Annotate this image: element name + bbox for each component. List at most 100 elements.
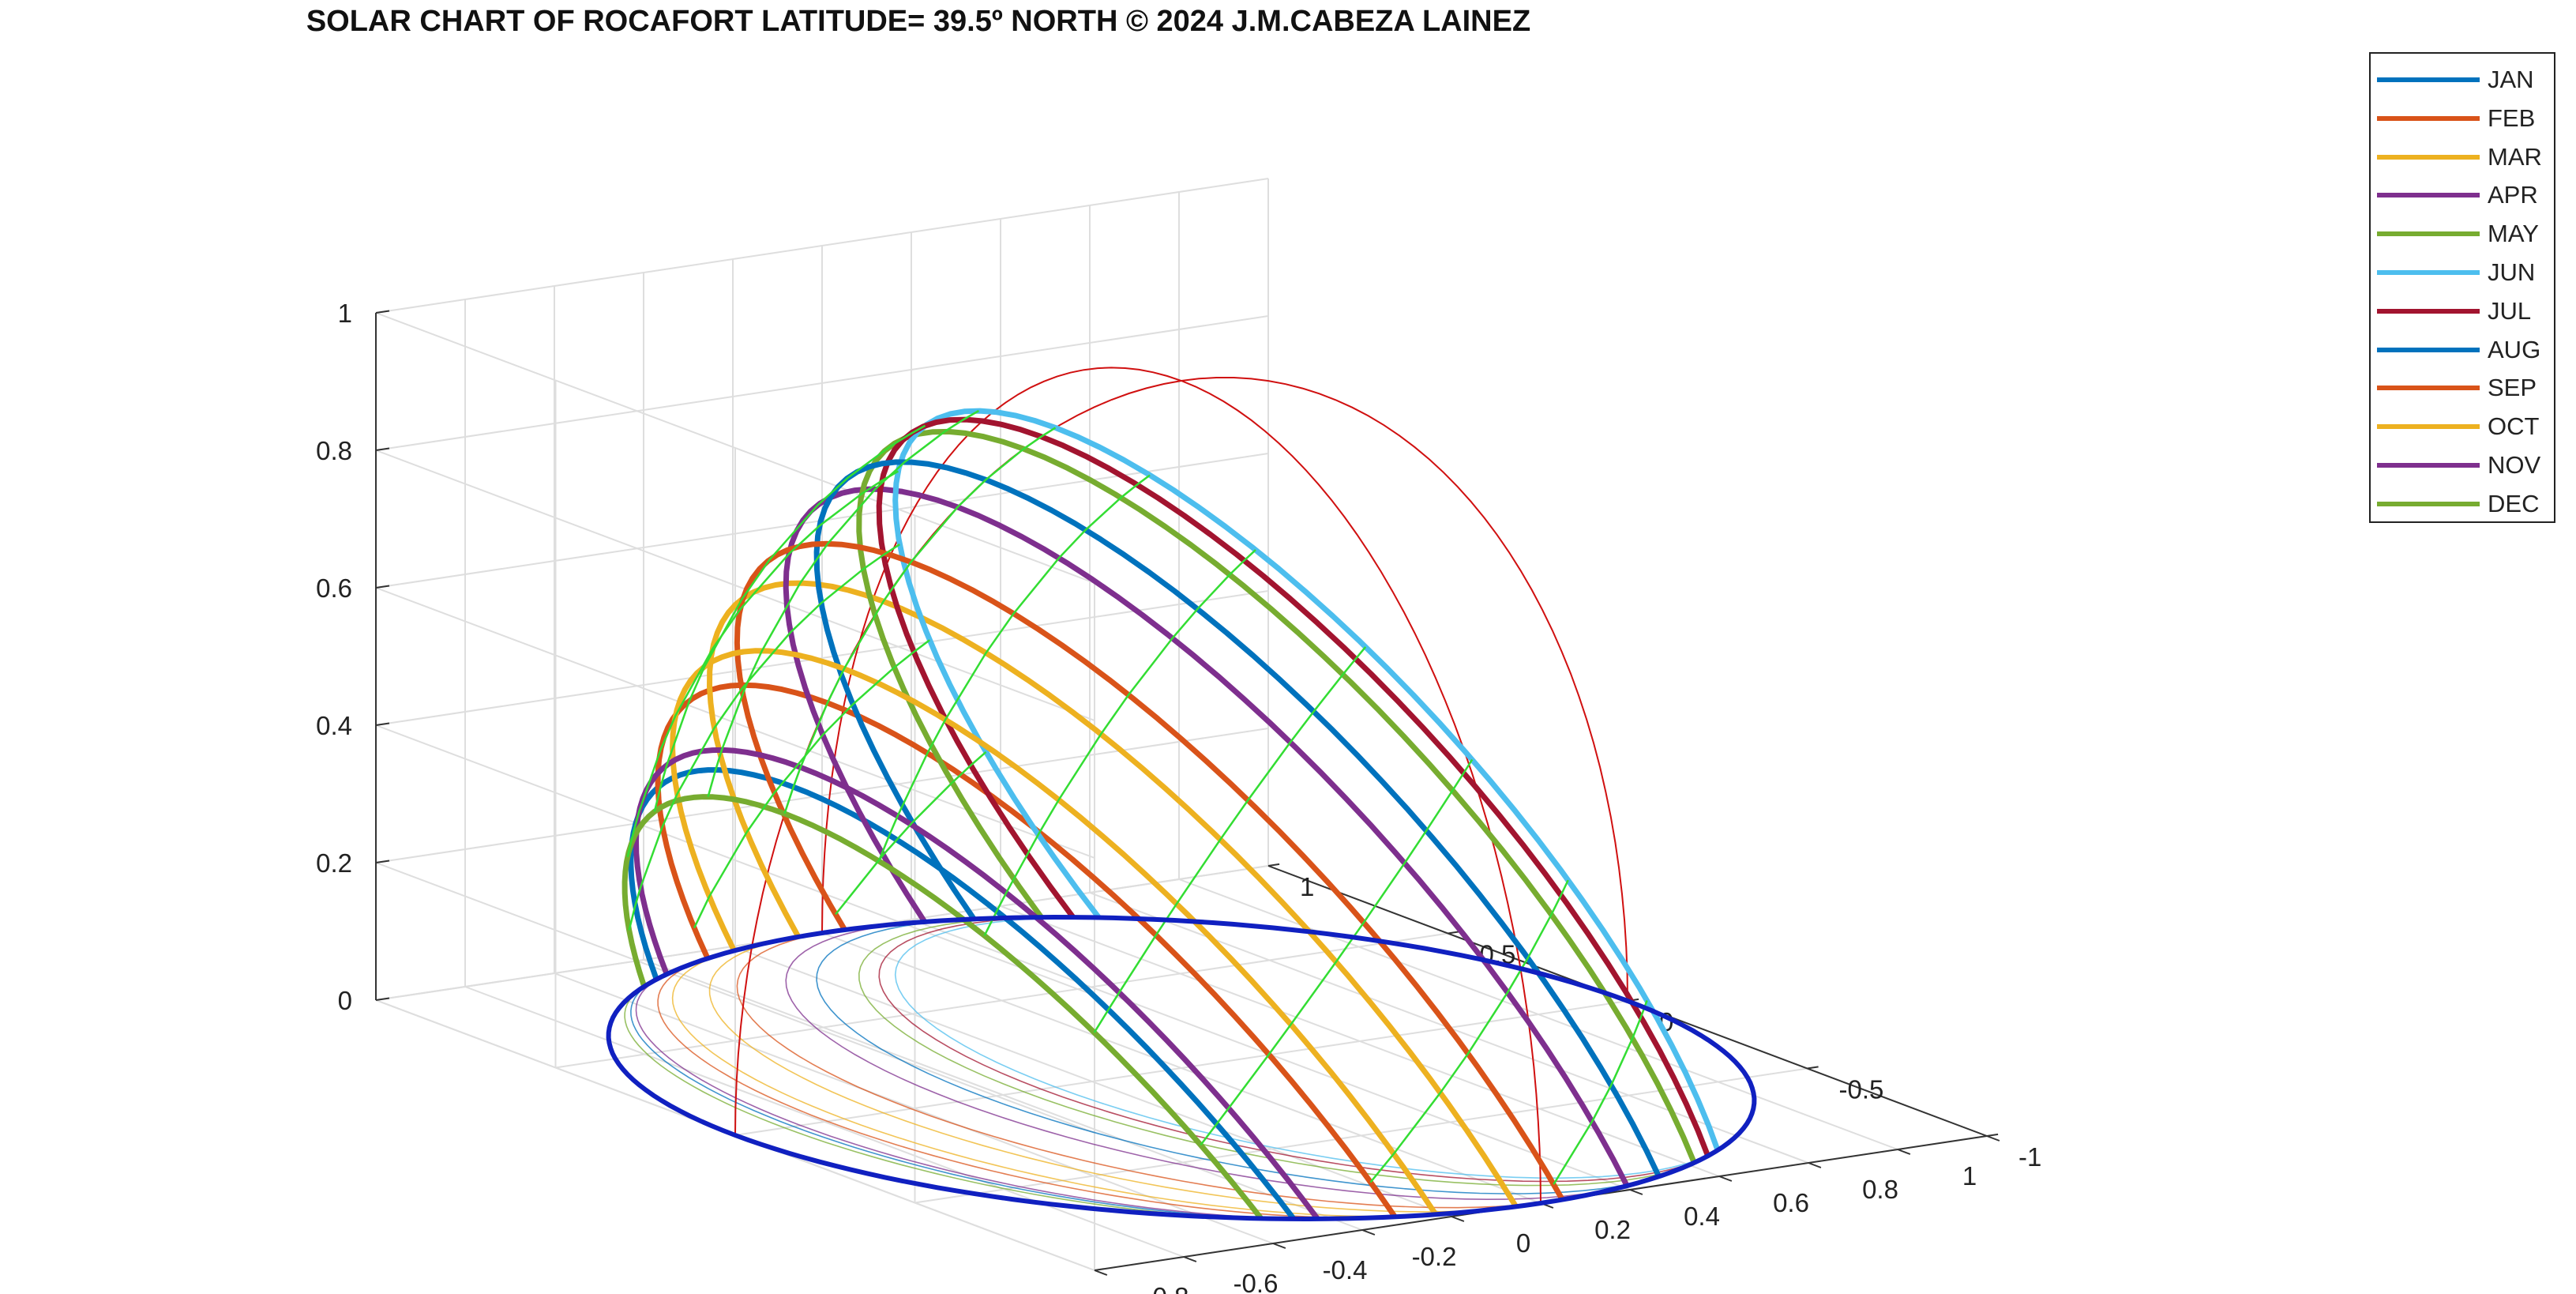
- legend-swatch: [2377, 270, 2480, 275]
- y-tick-mark: [1448, 931, 1459, 935]
- x-tick-mark: [1094, 1270, 1108, 1276]
- z-tick-mark: [375, 997, 390, 1001]
- legend-swatch: [2377, 231, 2480, 237]
- legend-label: JUL: [2488, 296, 2532, 325]
- x-tick-label: 0.6: [1773, 1188, 1809, 1217]
- legend-item-mar: MAR: [2371, 137, 2554, 175]
- hour-lines: [626, 409, 1648, 1185]
- y-tick-label: -0.5: [1839, 1075, 1884, 1104]
- hour-line-18: [1553, 999, 1648, 1185]
- x-tick-mark: [1897, 1149, 1911, 1155]
- hour-line-10: [653, 424, 926, 812]
- grid-line: [375, 312, 1095, 584]
- ground-projection-may: [858, 916, 1695, 1187]
- legend-swatch: [2377, 501, 2480, 506]
- x-tick-label: 1: [1962, 1161, 1977, 1191]
- x-tick-mark: [1986, 1135, 2000, 1142]
- x-tick-label: -0.2: [1412, 1242, 1457, 1271]
- legend-swatch: [2377, 347, 2480, 352]
- z-tick-label: 1: [338, 299, 352, 328]
- legend-item-jan: JAN: [2371, 60, 2554, 98]
- x-tick-label: 0.4: [1684, 1202, 1720, 1231]
- x-tick-mark: [1451, 1216, 1465, 1222]
- legend-item-aug: AUG: [2371, 330, 2554, 368]
- grid-line: [375, 724, 1095, 996]
- hour-line-17: [1369, 879, 1569, 1183]
- y-tick-label: -1: [2018, 1142, 2041, 1172]
- legend-item-jun: JUN: [2371, 253, 2554, 291]
- ground-projection-jun: [894, 916, 1718, 1179]
- x-tick-mark: [1361, 1229, 1376, 1236]
- legend-item-nov: NOV: [2371, 446, 2554, 483]
- sun-path-dec: [621, 794, 1264, 1221]
- legend-item-jul: JUL: [2371, 292, 2554, 329]
- legend-label: MAR: [2488, 142, 2542, 171]
- legend-label: FEB: [2488, 103, 2536, 132]
- legend-label: AUG: [2488, 335, 2541, 363]
- legend-label: MAY: [2488, 220, 2539, 248]
- ground-projection-sep: [736, 929, 1563, 1209]
- ground-projection-feb: [657, 957, 1395, 1219]
- legend-item-dec: DEC: [2371, 484, 2554, 522]
- sun-path-jan: [628, 767, 1296, 1221]
- legend-item-oct: OCT: [2371, 407, 2554, 445]
- hour-line-15: [1093, 646, 1367, 1033]
- legend-swatch: [2377, 386, 2480, 391]
- x-tick-mark: [1272, 1243, 1286, 1249]
- grid-line: [555, 932, 1448, 1069]
- y-tick-mark: [1267, 863, 1280, 867]
- ground-projections: [624, 916, 1718, 1220]
- z-tick-mark: [375, 585, 390, 589]
- horizon-circle: [606, 914, 1757, 1222]
- ground-projection-dec: [624, 986, 1262, 1220]
- z-tick-label: 0.4: [316, 711, 352, 740]
- hour-line-12: [783, 427, 1057, 814]
- legend-swatch: [2377, 308, 2480, 314]
- z-tick-label: 0: [338, 986, 352, 1015]
- z-tick-mark: [375, 860, 390, 863]
- legend-label: OCT: [2488, 412, 2540, 441]
- legend-item-sep: SEP: [2371, 368, 2554, 406]
- z-tick-mark: [375, 310, 390, 314]
- hour-line-6: [835, 750, 987, 916]
- grid-line: [375, 587, 1095, 859]
- z-tick-label: 0.6: [316, 574, 352, 603]
- x-tick-mark: [1718, 1176, 1733, 1182]
- x-tick-label: -0.6: [1234, 1269, 1279, 1294]
- ground-projection-aug: [816, 918, 1659, 1194]
- grid-line: [375, 178, 1269, 314]
- legend-item-apr: APR: [2371, 175, 2554, 213]
- grid-lines: [375, 178, 1988, 1271]
- x-tick-label: -0.8: [1144, 1282, 1189, 1294]
- z-tick-mark: [375, 447, 390, 451]
- x-tick-mark: [1183, 1256, 1197, 1262]
- ground-projection-nov: [635, 973, 1318, 1220]
- hour-line-16: [1200, 758, 1474, 1146]
- legend-label: NOV: [2488, 451, 2541, 479]
- z-tick-label: 0.2: [316, 848, 352, 878]
- legend-label: JUN: [2488, 258, 2536, 286]
- grid-line: [375, 862, 1095, 1134]
- z-tick-label: 0.8: [316, 436, 352, 465]
- x-tick-mark: [1808, 1162, 1822, 1168]
- hour-line-14: [983, 549, 1256, 936]
- ground-projection-mar: [708, 936, 1516, 1213]
- x-tick-label: 0.8: [1862, 1175, 1898, 1204]
- grid-line: [375, 315, 1269, 451]
- grid-line: [375, 590, 1269, 726]
- chart-title: SOLAR CHART OF ROCAFORT LATITUDE= 39.5º …: [306, 5, 1531, 38]
- z-tick-mark: [375, 722, 390, 726]
- grid-line: [375, 450, 1095, 721]
- sun-path-aug: [813, 459, 1662, 1178]
- ground-projection-jan: [630, 979, 1294, 1220]
- legend-label: SEP: [2488, 374, 2537, 402]
- hour-line-11: [707, 409, 980, 797]
- horizon-circle-group: [606, 914, 1757, 1222]
- hour-line-7: [693, 639, 930, 929]
- legend-swatch: [2377, 424, 2480, 430]
- ground-projection-apr: [785, 921, 1628, 1200]
- sun-path-sep: [734, 540, 1565, 1202]
- hour-line-8: [628, 544, 900, 931]
- legend-label: DEC: [2488, 489, 2540, 517]
